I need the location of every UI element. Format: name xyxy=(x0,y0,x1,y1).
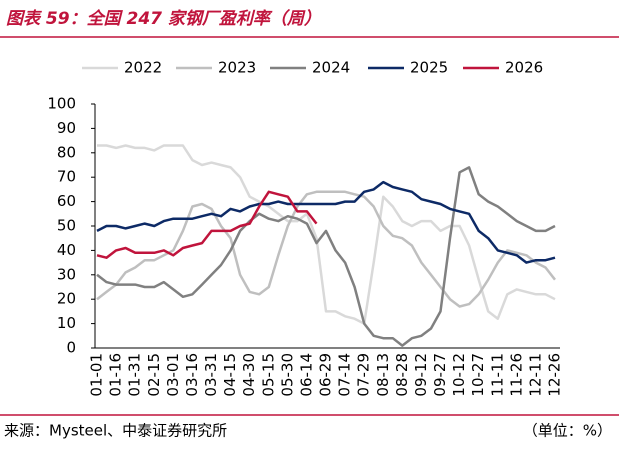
x-tick-label: 06-29 xyxy=(317,353,335,397)
chart-title: 图表 59：全国 247 家钢厂盈利率（周） xyxy=(6,9,321,29)
series-line xyxy=(96,190,318,259)
x-tick-label: 01-16 xyxy=(107,353,125,397)
legend-label: 2025 xyxy=(410,59,448,77)
x-tick-label: 09-27 xyxy=(431,353,449,397)
series-line xyxy=(96,166,556,347)
x-tick-label: 04-15 xyxy=(221,353,239,397)
x-tick-label: 09-12 xyxy=(412,353,430,397)
y-tick-label: 70 xyxy=(57,168,76,186)
x-tick-label: 03-31 xyxy=(202,353,220,397)
x-tick-label: 08-28 xyxy=(393,353,411,397)
x-tick-label: 01-01 xyxy=(88,353,106,397)
legend-label: 2026 xyxy=(505,59,543,77)
y-tick-label: 0 xyxy=(66,339,76,357)
legend-label: 2023 xyxy=(218,59,256,77)
x-tick-label: 07-14 xyxy=(336,353,354,397)
y-tick-label: 100 xyxy=(47,95,76,113)
x-tick-label: 08-13 xyxy=(374,353,392,397)
x-tick-label: 03-16 xyxy=(183,353,201,397)
source: 来源：Mysteel、中泰证券研究所 xyxy=(4,422,227,440)
x-tick-label: 11-26 xyxy=(507,353,525,397)
x-tick-label: 04-30 xyxy=(240,353,258,397)
x-tick-label: 07-29 xyxy=(355,353,373,397)
series-line xyxy=(97,144,556,325)
legend-label: 2024 xyxy=(312,59,350,77)
y-tick-label: 90 xyxy=(57,119,76,137)
x-tick-label: 10-27 xyxy=(469,353,487,397)
x-tick-label: 12-26 xyxy=(546,353,564,397)
x-tick-label: 10-12 xyxy=(450,353,468,397)
y-tick-label: 80 xyxy=(57,143,76,161)
y-tick-label: 60 xyxy=(57,192,76,210)
x-tick-label: 05-15 xyxy=(259,353,277,397)
legend-label: 2022 xyxy=(124,59,162,77)
x-tick-label: 11-11 xyxy=(488,353,506,397)
series-line xyxy=(96,180,556,264)
unit: （单位：%） xyxy=(523,422,612,440)
y-tick-label: 10 xyxy=(57,314,76,332)
y-tick-label: 30 xyxy=(57,265,76,283)
x-tick-label: 06-14 xyxy=(297,353,315,397)
y-tick-label: 40 xyxy=(57,241,76,259)
x-tick-label: 03-01 xyxy=(164,353,182,397)
series-line xyxy=(96,190,556,308)
x-tick-label: 02-15 xyxy=(145,353,163,397)
x-tick-label: 05-30 xyxy=(278,353,296,397)
y-tick-label: 50 xyxy=(57,217,76,235)
x-tick-label: 01-31 xyxy=(126,353,144,397)
y-tick-label: 20 xyxy=(57,290,76,308)
x-tick-label: 12-11 xyxy=(526,353,544,397)
